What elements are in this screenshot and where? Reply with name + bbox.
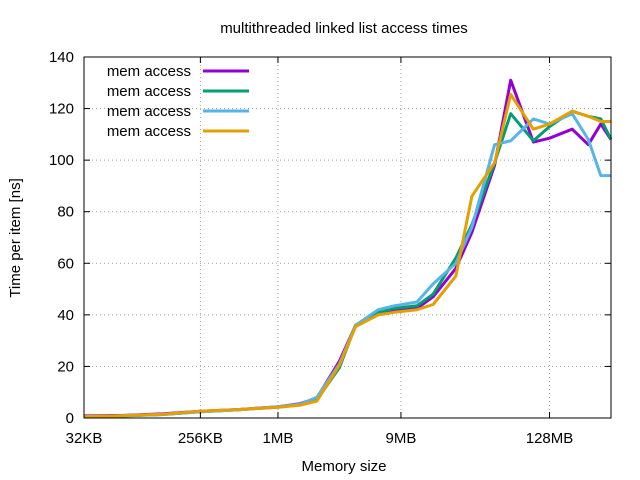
series-layer <box>83 78 613 419</box>
y-axis-label: Time per item [ns] <box>7 178 24 297</box>
y-tick-label: 100 <box>49 152 74 169</box>
x-tick-label: 128MB <box>526 430 574 447</box>
legend-label: mem access <box>107 123 191 140</box>
y-tick-label: 140 <box>49 49 74 66</box>
tick-layer: 0 20 40 60 80 100 120 140 32KB 256KB 1MB 9MB 128MB <box>49 49 611 447</box>
plot-frame <box>83 56 612 419</box>
series-line-3 <box>83 112 611 418</box>
grid-layer <box>84 57 611 418</box>
x-tick-label: 32KB <box>66 430 103 447</box>
y-tick-label: 60 <box>57 255 74 272</box>
y-tick-label: 40 <box>57 307 74 324</box>
legend-label: mem access <box>107 63 191 80</box>
legend-label: mem access <box>107 103 191 120</box>
y-tick-label: 20 <box>57 358 74 375</box>
x-tick-label: 256KB <box>178 430 223 447</box>
series-line-4 <box>83 92 611 418</box>
series-line-2 <box>83 109 613 419</box>
y-tick-label: 0 <box>66 410 74 427</box>
x-tick-label: 9MB <box>386 430 417 447</box>
legend-label: mem access <box>107 83 191 100</box>
x-tick-label: 1MB <box>263 430 294 447</box>
x-axis-label: Memory size <box>301 458 386 475</box>
legend: mem access mem access mem access mem access <box>107 63 249 140</box>
y-tick-label: 120 <box>49 101 74 118</box>
chart-title: multithreaded linked list access times <box>220 20 468 37</box>
y-tick-label: 80 <box>57 204 74 221</box>
